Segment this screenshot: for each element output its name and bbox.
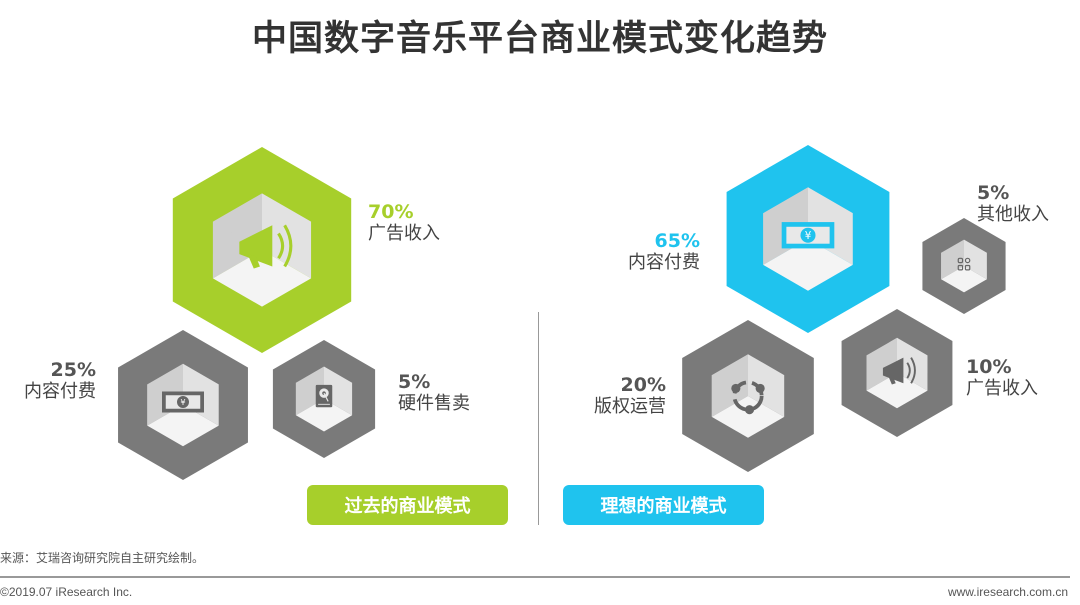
svg-text:¥: ¥ (805, 230, 812, 242)
cube-right-wall (262, 193, 312, 279)
banknote-icon: ¥ (781, 222, 835, 249)
category: 广告收入 (966, 377, 1038, 399)
cube-left-wall-lower (295, 382, 324, 416)
percent: 10% (966, 356, 1012, 378)
category: 内容付费 (628, 251, 700, 273)
past-hardware-hexagon (272, 340, 376, 458)
copyright: ©2019.07 iResearch Inc. (0, 585, 133, 599)
page-title: 中国数字音乐平台商业模式变化趋势 (251, 19, 828, 59)
past-content-hexagon: ¥ (118, 330, 248, 480)
source-note: 来源：艾瑞咨询研究院自主研究绘制。 (0, 551, 205, 565)
category: 内容付费 (24, 380, 96, 402)
ideal-content-label: 65% 内容付费 (600, 230, 700, 274)
ideal-ad-label: 10% 广告收入 (966, 356, 1038, 400)
megaphone-icon (239, 224, 293, 269)
ideal-copyright-hexagon (682, 320, 814, 472)
cube-right-wall (748, 354, 785, 417)
ideal-other-hexagon (922, 218, 1006, 314)
percent: 5% (398, 371, 431, 393)
ideal-content-hexagon: ¥ (726, 145, 890, 333)
category: 其他收入 (977, 203, 1049, 225)
cube-left-wall-lower (711, 375, 748, 417)
cube-floor (941, 266, 987, 293)
hard-drive-icon (315, 384, 333, 408)
share-network-icon (731, 380, 765, 415)
footer-rule (0, 576, 1070, 578)
past-ad-label: 70% 广告收入 (368, 201, 440, 245)
ideal-other-label: 5% 其他收入 (977, 182, 1049, 226)
percent: 65% (654, 230, 700, 252)
cube-left-wall-lower (941, 252, 964, 280)
cube-floor (866, 373, 928, 409)
past-ad-hexagon (172, 147, 352, 353)
cube-left-wall-lower (866, 355, 897, 391)
ideal-copyright-label: 20% 版权运营 (570, 374, 666, 418)
cube-right-wall (964, 239, 987, 280)
percent: 25% (50, 359, 96, 381)
svg-text:¥: ¥ (180, 397, 185, 407)
cube-floor (763, 239, 853, 291)
cube-left-wall-lower (212, 221, 262, 279)
cube-floor (295, 399, 353, 432)
past-hardware-label: 5% 硬件售卖 (398, 371, 470, 415)
category: 版权运营 (594, 395, 666, 417)
percent: 5% (977, 182, 1010, 204)
cube-right-wall (897, 337, 928, 391)
past-content-label: 25% 内容付费 (10, 359, 96, 403)
category: 硬件售卖 (398, 392, 470, 414)
megaphone-icon (882, 357, 916, 385)
cube-floor (711, 396, 785, 438)
past-model-button: 过去的商业模式 (307, 485, 508, 525)
apps-grid-icon (957, 257, 971, 271)
divider (538, 312, 539, 525)
percent: 70% (368, 201, 414, 223)
ideal-model-button: 理想的商业模式 (563, 485, 764, 525)
category: 广告收入 (368, 222, 440, 244)
ideal-ad-hexagon (841, 309, 953, 437)
banknote-icon: ¥ (162, 391, 204, 413)
website-url: www.iresearch.com.cn (947, 585, 1068, 599)
percent: 20% (620, 374, 666, 396)
